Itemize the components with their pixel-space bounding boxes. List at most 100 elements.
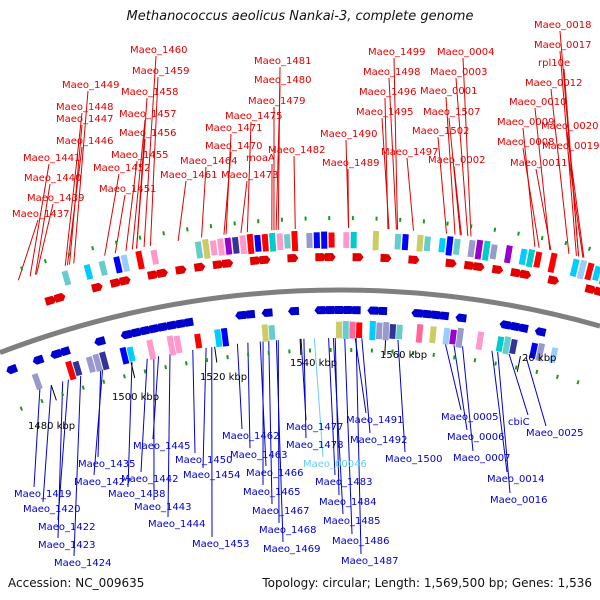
forward-gene-label: Maeo_0003 — [430, 67, 487, 78]
forward-gene-label: moaA — [246, 153, 275, 164]
gene-features — [6, 230, 600, 391]
forward-gene-label: Maeo_1448 — [56, 102, 113, 113]
reverse-leader-line — [268, 340, 273, 505]
forward-gene-block — [306, 232, 313, 249]
inner-tick — [184, 361, 188, 366]
forward-gene-block — [291, 230, 299, 252]
reverse-leader-line — [42, 385, 52, 503]
forward-gene-block — [503, 245, 513, 264]
reverse-gene-label: Maeo_1465 — [243, 487, 300, 498]
reverse-gene-block — [126, 346, 136, 362]
reverse-gene-block — [214, 329, 223, 348]
reverse-gene-arrow — [349, 306, 361, 315]
inner-tick — [205, 357, 209, 363]
inner-tick — [102, 379, 106, 384]
inner-tick — [19, 406, 24, 411]
forward-gene-label: Maeo_0011 — [510, 158, 567, 169]
forward-leader-line — [384, 97, 389, 230]
reverse-leader-line — [361, 338, 371, 434]
reverse-gene-arrow — [173, 319, 186, 329]
forward-leader-line — [149, 76, 159, 246]
reverse-gene-arrow — [59, 346, 71, 357]
forward-gene-arrow — [147, 270, 159, 280]
reverse-leader-line — [453, 345, 468, 431]
reverse-gene-arrow — [517, 323, 529, 334]
forward-gene-block — [61, 270, 72, 286]
reverse-gene-arrow — [534, 327, 547, 337]
forward-gene-arrow — [212, 260, 224, 270]
reverse-gene-label: Maeo_1420 — [23, 504, 80, 515]
outer-tick — [493, 227, 497, 232]
forward-leader-line — [104, 173, 120, 256]
forward-gene-block — [328, 232, 335, 248]
reverse-leader-line — [277, 340, 280, 524]
forward-leader-line — [36, 203, 54, 275]
reverse-gene-label: Maeo_1445 — [133, 441, 190, 452]
forward-gene-arrow — [547, 275, 559, 285]
forward-gene-block — [533, 251, 543, 268]
forward-gene-label: Maeo_1502 — [412, 126, 469, 137]
forward-gene-label: Maeo_1464 — [180, 156, 237, 167]
reverse-gene-block — [475, 331, 485, 351]
reverse-gene-arrow — [261, 308, 273, 318]
forward-gene-block — [547, 252, 558, 274]
reverse-leader-line — [508, 353, 529, 416]
forward-gene-label: Maeo_1495 — [356, 107, 413, 118]
reverse-gene-label: Maeo_1500 — [385, 454, 442, 465]
reverse-gene-block — [369, 320, 376, 341]
forward-gene-block — [584, 262, 595, 281]
forward-gene-arrow — [408, 255, 420, 264]
forward-gene-label: Maeo_1437 — [12, 209, 69, 220]
forward-gene-block — [394, 233, 402, 250]
reverse-gene-arrow — [50, 348, 63, 359]
reverse-gene-arrow — [323, 306, 335, 315]
reverse-gene-label: Maeo_1419 — [14, 489, 71, 500]
forward-gene-block — [489, 244, 498, 260]
forward-leader-line — [69, 124, 83, 265]
reverse-gene-arrow — [120, 329, 133, 340]
forward-gene-block — [120, 254, 131, 272]
reverse-gene-block — [336, 321, 343, 339]
forward-leader-line — [522, 147, 540, 248]
reverse-gene-arrow — [420, 309, 432, 319]
outer-tick — [186, 227, 189, 232]
reverse-gene-block — [535, 342, 546, 362]
reverse-gene-label: cbiC — [508, 417, 530, 428]
forward-gene-arrow — [53, 292, 66, 303]
forward-gene-label: Maeo_1497 — [381, 147, 438, 158]
forward-gene-block — [372, 230, 380, 251]
inner-tick — [494, 361, 497, 366]
reverse-gene-arrow — [129, 327, 142, 338]
reverse-gene-block — [268, 325, 276, 341]
forward-gene-label: Maeo_1479 — [248, 96, 305, 107]
forward-gene-label: Maeo_1446 — [56, 136, 113, 147]
forward-gene-label: Maeo_1475 — [225, 111, 282, 122]
forward-leader-line — [136, 97, 148, 249]
forward-gene-block — [445, 236, 454, 256]
forward-gene-arrow — [249, 256, 262, 266]
outer-tick — [67, 252, 71, 257]
forward-leader-line — [125, 160, 138, 251]
reverse-gene-arrow — [437, 311, 450, 321]
outer-tick — [469, 224, 473, 229]
reverse-leader-line — [33, 389, 41, 488]
forward-gene-arrow — [91, 282, 103, 293]
reverse-gene-label: Maeo_0006 — [447, 432, 504, 443]
forward-gene-label: Maeo_1461 — [160, 170, 217, 181]
forward-leader-line — [567, 151, 584, 258]
reverse-gene-block — [342, 320, 349, 340]
forward-gene-block — [135, 250, 145, 270]
reverse-gene-block — [528, 342, 539, 359]
reverse-gene-arrow — [499, 320, 512, 330]
forward-leader-line — [293, 155, 296, 229]
forward-gene-arrow — [584, 284, 597, 294]
reverse-leader-line — [202, 347, 207, 469]
forward-leader-line — [522, 127, 536, 247]
reverse-gene-label: Maeo_1492 — [350, 435, 407, 446]
inner-tick — [61, 391, 65, 397]
forward-gene-label: Maeo_0008 — [497, 137, 554, 148]
reverse-gene-block — [455, 327, 465, 348]
reverse-gene-block — [194, 333, 203, 349]
map-title: Methanococcus aeolicus Nankai-3, complet… — [126, 9, 474, 24]
forward-gene-block — [576, 259, 588, 280]
